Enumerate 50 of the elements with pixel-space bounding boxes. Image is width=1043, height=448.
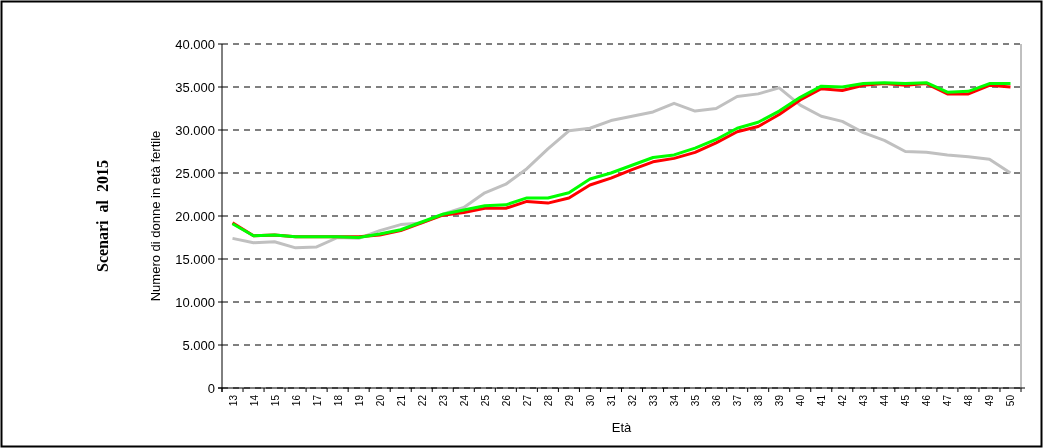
- x-tick-label: 40: [795, 394, 807, 407]
- x-tick-label: 34: [669, 394, 681, 407]
- x-tick-label: 43: [858, 394, 870, 407]
- x-tick-label: 16: [290, 394, 302, 407]
- y-tick-label: 30.000: [175, 122, 215, 138]
- x-tick-label: 23: [437, 394, 449, 407]
- y-tick-label: 20.000: [175, 208, 215, 224]
- y-tick-label: 5.000: [182, 337, 215, 353]
- x-tick-label: 48: [963, 394, 975, 407]
- x-tick-label: 29: [563, 394, 575, 407]
- x-tick-label: 19: [353, 394, 365, 407]
- x-tick-label: 39: [774, 394, 786, 407]
- y-tick-label: 10.000: [175, 294, 215, 310]
- x-tick-label: 32: [627, 394, 639, 407]
- x-tick-label: 26: [500, 394, 512, 407]
- y-tick-label: 15.000: [175, 251, 215, 267]
- x-tick-label: 35: [690, 394, 702, 407]
- x-tick-label: 14: [248, 394, 260, 407]
- x-tick-label: 42: [837, 394, 849, 407]
- y-tick-label: 25.000: [175, 165, 215, 181]
- x-tick-label: 38: [753, 394, 765, 407]
- x-tick-label: 45: [900, 394, 912, 407]
- x-tick-label: 18: [332, 394, 344, 407]
- x-tick-label: 20: [374, 394, 386, 407]
- x-tick-label: 44: [879, 394, 891, 407]
- x-tick-label: 33: [648, 394, 660, 407]
- x-tick-label: 41: [816, 394, 828, 407]
- y-tick-label: 0: [207, 380, 215, 396]
- x-tick-label: 30: [584, 394, 596, 407]
- x-tick-label: 15: [269, 394, 281, 407]
- x-tick-label: 25: [479, 394, 491, 407]
- x-tick-label: 21: [395, 394, 407, 407]
- x-tick-label: 28: [542, 394, 554, 407]
- x-tick-label: 24: [458, 394, 470, 407]
- x-tick-label: 22: [416, 394, 428, 407]
- y-axis-title: Numero di donne in età fertile: [148, 130, 163, 302]
- x-axis-title: Età: [611, 420, 633, 435]
- x-tick-label: 13: [227, 394, 239, 407]
- x-tick-label: 31: [605, 394, 617, 407]
- x-tick-label: 47: [942, 394, 954, 407]
- x-tick-label: 36: [711, 394, 723, 407]
- x-tick-label: 49: [984, 394, 996, 407]
- y-tick-label: 35.000: [175, 79, 215, 95]
- text: Scenari al 2015: [94, 160, 111, 272]
- y-tick-label: 40.000: [175, 36, 215, 52]
- x-tick-label: 37: [732, 394, 744, 407]
- x-tick-label: 27: [521, 394, 533, 407]
- x-tick-label: 17: [311, 394, 323, 407]
- x-tick-label: 50: [1005, 394, 1017, 407]
- x-tick-label: 46: [921, 394, 933, 407]
